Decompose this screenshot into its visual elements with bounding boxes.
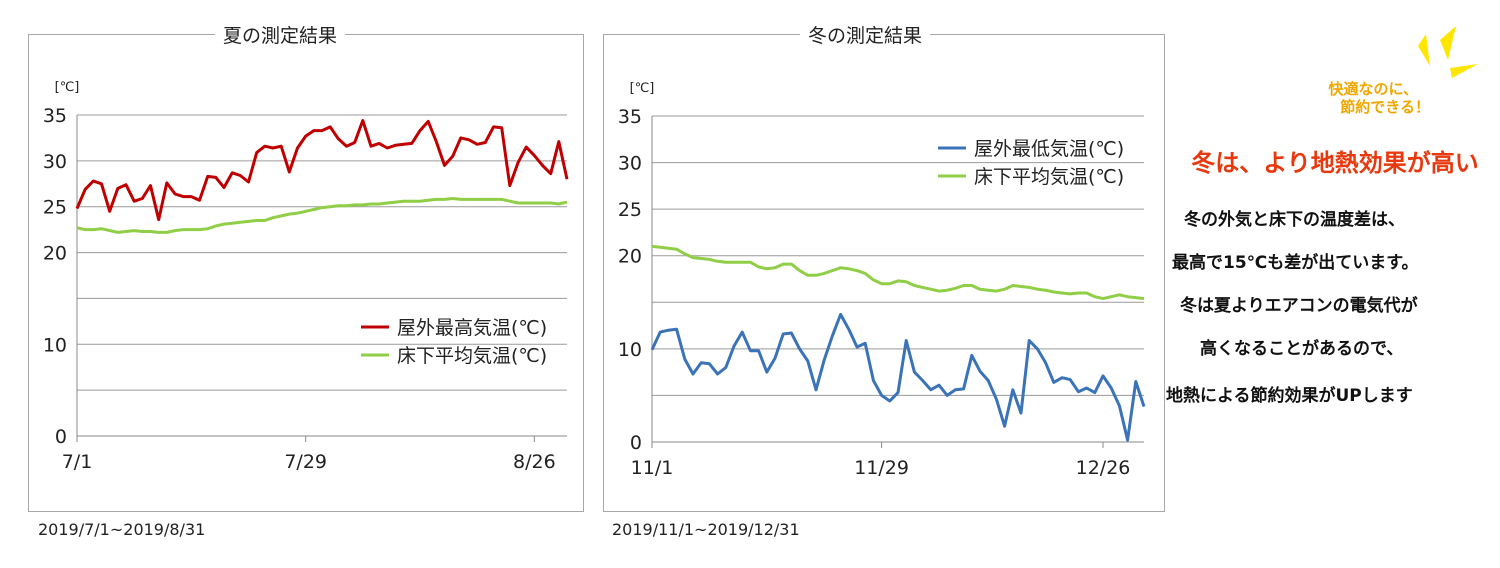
summer-y-unit: [℃] <box>55 80 80 95</box>
winter-period: 2019/11/1~2019/12/31 <box>612 520 800 539</box>
summer-chart: [℃] 0 10 20 25 30 35 7/1 7/29 8/26 屋外最高気温(℃) 床下平均気温… <box>43 80 569 473</box>
message-line-2: 最高で15℃も差が出ています。 <box>1172 253 1419 273</box>
winter-chart-title: 冬の測定結果 <box>800 21 931 48</box>
summer-series-line-1 <box>75 119 569 222</box>
winter-series-line-2 <box>651 244 1145 301</box>
winter-x-tick-label: 12/26 <box>1076 457 1131 479</box>
winter-x-tick-label: 11/29 <box>854 457 909 479</box>
summer-x-tick-label: 7/1 <box>62 451 93 473</box>
tagline-line1: 快適なのに、 <box>1328 80 1418 98</box>
summer-period: 2019/7/1~2019/8/31 <box>38 520 206 539</box>
summer-x-tick-label: 8/26 <box>513 451 556 473</box>
winter-chart: [℃] 0 10 20 25 30 35 11/1 11/29 12/26 屋外最低気温(℃) 床下平… <box>618 81 1146 479</box>
winter-chart-frame: 冬の測定結果 [℃] 0 10 20 25 30 35 11/1 11/29 12/26 屋外最低気… <box>603 21 1165 512</box>
winter-y-tick-label: 10 <box>618 339 642 361</box>
message-line-1: 冬の外気と床下の温度差は、 <box>1184 210 1405 230</box>
summer-series-line-2 <box>76 197 568 234</box>
message-line-4: 高くなることがあるので、 <box>1200 339 1404 359</box>
summer-legend-label-2: 床下平均気温(℃) <box>397 345 547 367</box>
tagline: 快適なのに、 節約できる！ <box>1300 80 1430 116</box>
winter-legend-label-2: 床下平均気温(℃) <box>974 166 1124 188</box>
summer-y-tick-label: 35 <box>43 105 67 127</box>
winter-y-tick-label: 30 <box>618 153 642 175</box>
summer-y-tick-label: 0 <box>55 426 67 448</box>
sparkle-burst-icon <box>1418 26 1478 78</box>
summer-x-tick-label: 7/29 <box>284 451 327 473</box>
side-panel: 快適なのに、 節約できる！ 冬は、より地熱効果が高い 冬の外気と床下の温度差は、… <box>1160 0 1500 568</box>
winter-legend-label-1: 屋外最低気温(℃) <box>974 138 1124 160</box>
winter-y-tick-label: 20 <box>618 246 642 268</box>
headline: 冬は、より地熱効果が高い <box>1191 149 1479 177</box>
winter-x-tick-label: 11/1 <box>631 457 674 479</box>
message-line-3: 冬は夏よりエアコンの電気代が <box>1180 296 1418 316</box>
summer-y-tick-label: 10 <box>43 334 67 356</box>
winter-y-tick-label: 35 <box>618 106 642 128</box>
summer-chart-title: 夏の測定結果 <box>215 21 346 48</box>
summer-y-tick-label: 30 <box>43 151 67 173</box>
tagline-line2: 節約できる！ <box>1340 98 1430 116</box>
winter-series-line-1 <box>650 312 1146 442</box>
winter-y-unit: [℃] <box>630 81 655 96</box>
winter-y-tick-label: 25 <box>618 199 642 221</box>
summer-y-tick-label: 25 <box>43 197 67 219</box>
summer-y-tick-label: 20 <box>43 243 67 265</box>
summer-chart-frame: 夏の測定結果 [℃] 0 10 20 25 30 35 7/1 7/29 8/26 屋外最高気温(℃… <box>28 21 584 512</box>
winter-y-tick-label: 0 <box>630 432 642 454</box>
summer-legend-label-1: 屋外最高気温(℃) <box>397 317 547 339</box>
message-line-5: 地熱による節約効果がUPします <box>1166 386 1413 406</box>
